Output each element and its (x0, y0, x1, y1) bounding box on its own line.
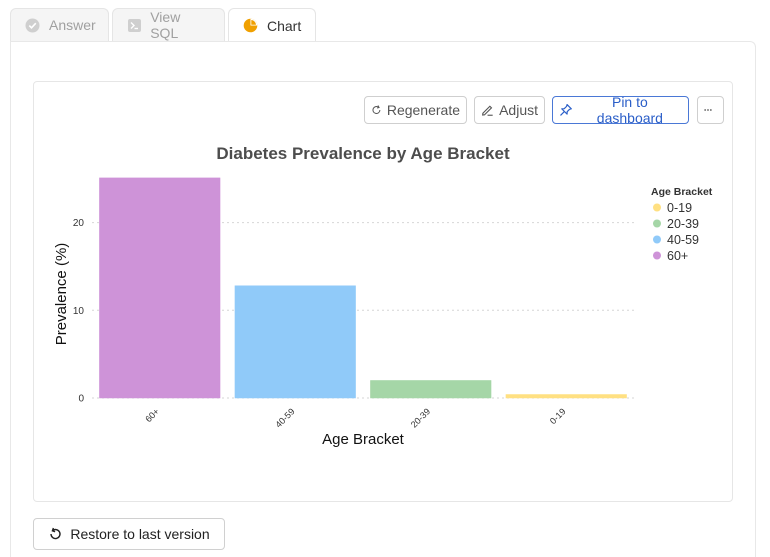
legend-swatch-60+ (653, 251, 661, 260)
bar-0-19 (505, 394, 627, 399)
legend-label-60+: 60+ (667, 249, 688, 263)
check-circle-icon (25, 18, 40, 33)
refresh-icon (372, 105, 381, 114)
regenerate-label: Regenerate (386, 102, 460, 118)
x-axis-label: Age Bracket (322, 431, 405, 448)
x-tick-label: 20-39 (409, 406, 432, 429)
tab-answer-label: Answer (49, 17, 96, 33)
chart-panel (10, 41, 756, 557)
restore-label: Restore to last version (70, 526, 210, 542)
tab-chart-label: Chart (267, 17, 302, 34)
pie-chart-icon (243, 18, 258, 33)
x-tick-label: 60+ (143, 406, 161, 424)
restore-last-version-button[interactable]: Restore to last version (33, 518, 225, 550)
adjust-label: Adjust (499, 102, 538, 118)
legend-swatch-40-59 (653, 235, 661, 244)
adjust-button[interactable]: Adjust (474, 96, 545, 124)
tab-bar: Answer View SQL Chart (10, 8, 319, 42)
tab-view-sql-label: View SQL (150, 9, 181, 41)
y-tick-label: 10 (73, 306, 85, 317)
bar-60+ (99, 177, 221, 399)
edit-icon (482, 105, 493, 116)
pin-label: Pin to dashboard (596, 94, 663, 126)
more-horizontal-icon (704, 109, 712, 111)
legend-swatch-20-39 (653, 219, 661, 228)
bar-chart: Diabetes Prevalence by Age Bracket 0 10 20 6… (53, 144, 713, 448)
undo-icon (50, 527, 62, 540)
x-tick-label: 0-19 (548, 406, 568, 426)
y-tick-label: 20 (73, 218, 85, 229)
pin-to-dashboard-button[interactable]: Pin to dashboard (552, 94, 689, 126)
more-options-button[interactable] (697, 96, 724, 124)
terminal-icon (127, 18, 141, 33)
legend-swatch-0-19 (653, 203, 661, 212)
legend-label-0-19: 0-19 (667, 201, 692, 215)
legend-title: Age Bracket (651, 186, 713, 198)
y-tick-label: 0 (78, 394, 84, 405)
legend-label-40-59: 40-59 (667, 233, 699, 247)
bar-20-39 (370, 380, 492, 399)
pin-icon (560, 103, 572, 116)
tab-chart[interactable]: Chart (228, 8, 316, 42)
bar-40-59 (234, 285, 356, 399)
legend-label-20-39: 20-39 (667, 217, 699, 231)
tab-answer[interactable]: Answer (10, 8, 109, 41)
regenerate-button[interactable]: Regenerate (364, 96, 467, 124)
chart-title: Diabetes Prevalence by Age Bracket (216, 144, 510, 163)
tab-view-sql[interactable]: View SQL (112, 8, 225, 41)
x-tick-label: 40-59 (273, 406, 296, 429)
y-axis-label: Prevalence (%) (53, 243, 70, 346)
